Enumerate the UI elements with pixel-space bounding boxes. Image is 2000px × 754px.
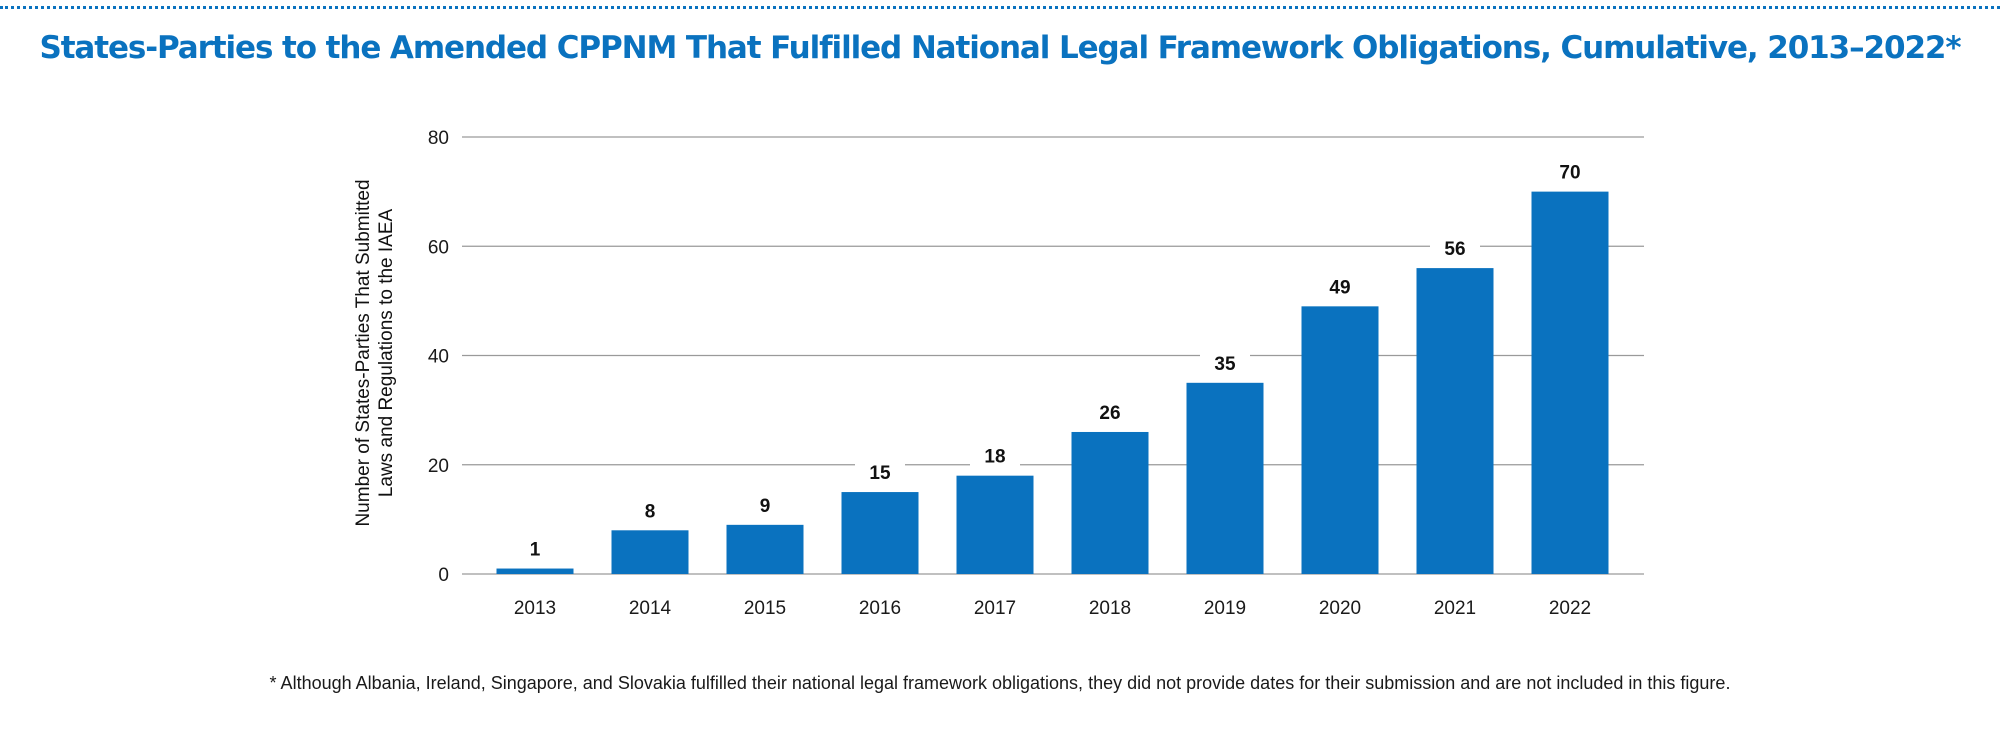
y-tick-label: 20 — [428, 456, 449, 477]
bar — [726, 524, 804, 574]
data-label: 18 — [984, 447, 1005, 468]
data-label-background — [516, 534, 554, 561]
bar — [1531, 191, 1609, 574]
data-label: 26 — [1099, 403, 1120, 424]
data-label-background — [1315, 272, 1365, 299]
bar — [1416, 268, 1494, 574]
y-tick-label: 60 — [428, 237, 449, 258]
x-tick-label: 2013 — [514, 598, 556, 619]
data-label-background — [631, 496, 669, 523]
y-axis-label-line: Number of States-Parties That Submitted — [353, 179, 374, 526]
bar — [1186, 382, 1264, 574]
data-label: 49 — [1329, 277, 1350, 298]
x-tick-label: 2021 — [1434, 598, 1476, 619]
data-label-background — [1200, 348, 1250, 375]
x-tick-label: 2019 — [1204, 598, 1246, 619]
data-label-background — [746, 490, 784, 517]
top-dotted-rule — [0, 6, 2000, 9]
data-label: 35 — [1214, 354, 1236, 375]
y-axis-label: Number of States-Parties That Submitted L… — [353, 179, 397, 526]
x-tick-label: 2022 — [1549, 598, 1591, 619]
data-label: 1 — [530, 540, 541, 561]
bar — [1071, 431, 1149, 574]
bar — [496, 568, 574, 574]
y-tick-label: 0 — [438, 565, 449, 586]
x-tick-label: 2014 — [629, 598, 672, 619]
data-label-background — [855, 458, 905, 485]
data-label: 9 — [760, 496, 771, 517]
data-label-background — [970, 441, 1020, 468]
footnote: * Although Albania, Ireland, Singapore, … — [269, 673, 1731, 693]
data-label-background — [1085, 397, 1135, 424]
bar — [611, 530, 689, 574]
bar — [956, 475, 1034, 574]
x-tick-label: 2017 — [974, 598, 1016, 619]
x-tick-label: 2015 — [744, 598, 786, 619]
x-tick-label: 2020 — [1319, 598, 1361, 619]
data-label: 70 — [1559, 163, 1580, 184]
bar — [1301, 306, 1379, 574]
data-label-background — [1430, 234, 1480, 261]
x-tick-label: 2016 — [859, 598, 901, 619]
data-label-background — [1545, 157, 1595, 184]
data-label: 15 — [869, 463, 891, 484]
data-label: 8 — [645, 501, 656, 522]
y-axis-label-line: Laws and Regulations to the IAEA — [376, 209, 397, 498]
bar — [841, 492, 919, 574]
y-tick-label: 80 — [428, 128, 449, 149]
x-tick-label: 2018 — [1089, 598, 1131, 619]
chart-title: States-Parties to the Amended CPPNM That… — [39, 30, 1961, 66]
data-label: 56 — [1444, 239, 1465, 260]
y-tick-label: 40 — [428, 347, 449, 368]
